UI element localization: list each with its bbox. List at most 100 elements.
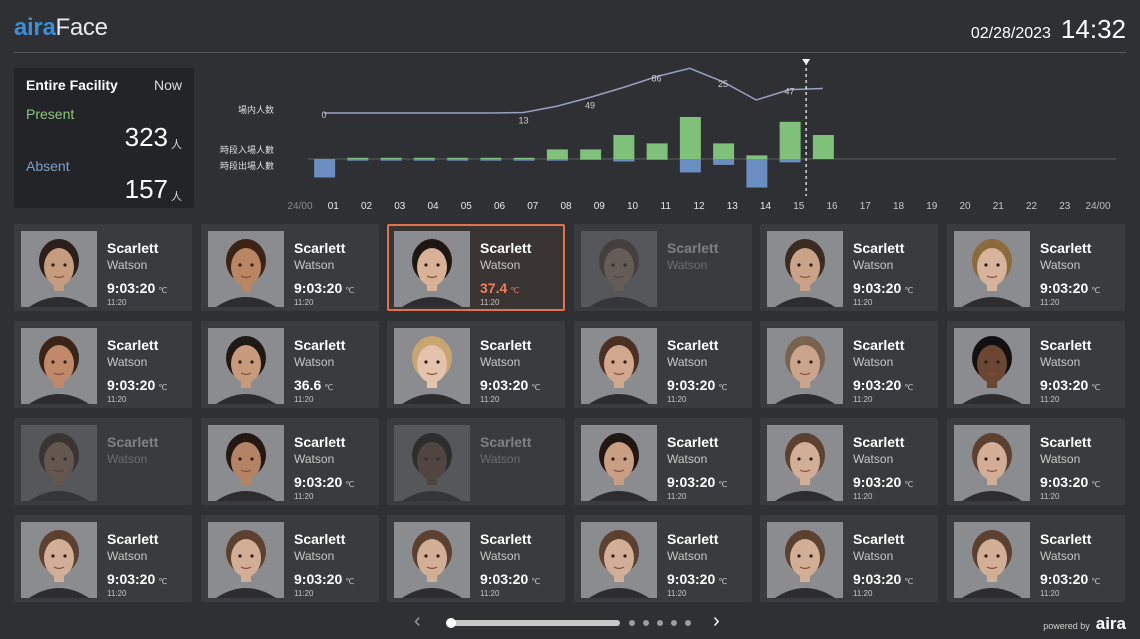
person-card[interactable]: Scarlett Watson 9:03:20 ℃ 11:20 (201, 418, 379, 505)
entries-bar-05 (480, 157, 502, 159)
first-name: Scarlett (294, 240, 346, 256)
first-name: Scarlett (853, 434, 905, 450)
hour-tick-24: 24/00 (1085, 201, 1110, 212)
person-card[interactable]: Scarlett Watson 9:03:20 ℃ 11:20 (947, 515, 1125, 602)
last-name: Watson (107, 355, 148, 369)
first-name: Scarlett (107, 531, 159, 547)
temperature-value: 9:03:20 ℃ (853, 280, 914, 296)
last-name: Watson (294, 549, 335, 563)
temperature-value: 9:03:20 ℃ (667, 571, 728, 587)
last-name: Watson (294, 452, 335, 466)
face-avatar-icon (394, 231, 470, 307)
first-name: Scarlett (480, 337, 532, 353)
page-dot[interactable] (629, 620, 635, 626)
hour-tick-7: 07 (527, 201, 539, 212)
temperature-value: 9:03:20 ℃ (853, 571, 914, 587)
person-card[interactable]: Scarlett Watson 36.6 ℃ 11:20 (201, 321, 379, 408)
hour-tick-2: 02 (361, 201, 373, 212)
face-photo (21, 425, 97, 501)
person-card[interactable]: Scarlett Watson 37.4 ℃ 11:20 (387, 224, 565, 311)
hour-tick-21: 21 (993, 201, 1005, 212)
face-avatar-icon (954, 328, 1030, 404)
exits-bar-24/00 (314, 159, 336, 178)
last-name: Watson (107, 258, 148, 272)
person-card[interactable]: Scarlett Watson 9:03:20 ℃ 11:20 (14, 224, 192, 311)
person-card[interactable]: Scarlett Watson 9:03:20 ℃ 11:20 (760, 515, 938, 602)
person-card[interactable]: Scarlett Watson 9:03:20 ℃ 11:20 (14, 515, 192, 602)
page-dot[interactable] (657, 620, 663, 626)
exits-bar-03 (413, 159, 435, 161)
check-time: 11:20 (107, 395, 127, 404)
person-card[interactable]: Scarlett Watson 9:03:20 ℃ 11:20 (760, 418, 938, 505)
current-time: 14:32 (1060, 14, 1126, 44)
last-name: Watson (107, 549, 148, 563)
exits-bar-02 (380, 159, 402, 161)
present-unit: 人 (171, 139, 182, 151)
person-card[interactable]: Scarlett Watson 9:03:20 ℃ 11:20 (947, 418, 1125, 505)
face-photo (954, 522, 1030, 598)
person-card[interactable]: Scarlett Watson 9:03:20 ℃ 11:20 (201, 224, 379, 311)
check-time: 11:20 (853, 298, 873, 307)
face-photo (581, 328, 657, 404)
temperature-unit: ℃ (510, 286, 520, 295)
first-name: Scarlett (294, 531, 346, 547)
absent-unit: 人 (171, 191, 182, 203)
check-time: 11:20 (853, 492, 873, 501)
person-card[interactable]: Scarlett Watson 9:03:20 ℃ 11:20 (760, 224, 938, 311)
face-avatar-icon (954, 231, 1030, 307)
face-avatar-icon (767, 328, 843, 404)
person-card[interactable]: Scarlett Watson 9:03:20 ℃ 11:20 (574, 418, 752, 505)
occupancy-label: 49 (585, 100, 595, 110)
person-card[interactable]: Scarlett Watson 9:03:20 ℃ 11:20 (947, 224, 1125, 311)
person-card[interactable]: Scarlett Watson (574, 224, 752, 311)
temperature-unit: ℃ (158, 577, 168, 586)
page-dot[interactable] (643, 620, 649, 626)
check-time: 11:20 (294, 395, 314, 404)
temperature-value: 9:03:20 ℃ (107, 571, 168, 587)
person-card[interactable]: Scarlett Watson 9:03:20 ℃ 11:20 (201, 515, 379, 602)
person-card[interactable]: Scarlett Watson 9:03:20 ℃ 11:20 (574, 321, 752, 408)
exits-bar-11 (679, 159, 701, 173)
person-card[interactable]: Scarlett Watson 9:03:20 ℃ 11:20 (387, 321, 565, 408)
person-card[interactable]: Scarlett Watson 9:03:20 ℃ 11:20 (14, 321, 192, 408)
face-photo (21, 328, 97, 404)
face-avatar-icon (394, 328, 470, 404)
person-card[interactable]: Scarlett Watson 9:03:20 ℃ 11:20 (760, 321, 938, 408)
person-card[interactable]: Scarlett Watson 9:03:20 ℃ 11:20 (574, 515, 752, 602)
first-name: Scarlett (107, 337, 159, 353)
chevron-right-icon[interactable]: › (713, 610, 720, 632)
face-photo (21, 522, 97, 598)
entries-bar-02 (380, 157, 402, 159)
face-avatar-icon (581, 522, 657, 598)
temperature-unit: ℃ (718, 480, 728, 489)
chevron-left-icon[interactable]: ‹ (414, 610, 421, 632)
hour-tick-1: 01 (328, 201, 340, 212)
page-dot[interactable] (671, 620, 677, 626)
entries-bar-04 (447, 157, 469, 159)
hour-tick-6: 06 (494, 201, 506, 212)
person-card[interactable]: Scarlett Watson 9:03:20 ℃ 11:20 (947, 321, 1125, 408)
last-name: Watson (853, 549, 894, 563)
face-photo (767, 231, 843, 307)
first-name: Scarlett (294, 434, 346, 450)
page-progress-track[interactable] (448, 620, 620, 626)
temperature-unit: ℃ (158, 383, 168, 392)
person-card[interactable]: Scarlett Watson 9:03:20 ℃ 11:20 (387, 515, 565, 602)
face-avatar-icon (767, 522, 843, 598)
entries-bar-13 (746, 155, 768, 159)
temperature-value: 9:03:20 ℃ (853, 377, 914, 393)
page-dot[interactable] (685, 620, 691, 626)
person-card[interactable]: Scarlett Watson (387, 418, 565, 505)
stats-now-label: Now (153, 77, 182, 93)
stats-title: Entire Facility (26, 77, 118, 93)
temperature-value: 37.4 ℃ (480, 280, 520, 296)
page-progress-knob[interactable] (446, 618, 456, 628)
exits-bar-04 (447, 159, 469, 161)
last-name: Watson (667, 258, 708, 272)
person-card[interactable]: Scarlett Watson (14, 418, 192, 505)
temperature-value: 9:03:20 ℃ (1040, 474, 1101, 490)
face-avatar-icon (767, 425, 843, 501)
entries-bar-07 (546, 149, 568, 159)
hour-tick-5: 05 (461, 201, 473, 212)
